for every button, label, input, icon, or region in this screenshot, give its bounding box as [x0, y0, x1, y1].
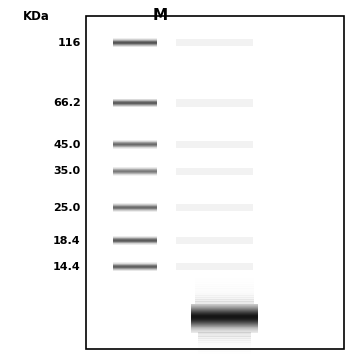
Bar	[191, 324, 258, 325]
Bar	[195, 265, 254, 267]
Bar	[195, 267, 254, 270]
Bar	[195, 291, 254, 293]
Bar	[198, 345, 251, 347]
Text: 18.4: 18.4	[53, 235, 81, 246]
Bar	[195, 297, 254, 300]
Bar	[191, 315, 258, 316]
Bar	[191, 331, 258, 332]
Bar	[191, 311, 258, 312]
Text: 25.0: 25.0	[53, 203, 81, 213]
Text: 45.0: 45.0	[53, 140, 81, 149]
Bar	[191, 323, 258, 324]
Bar	[191, 307, 258, 308]
Bar	[198, 334, 251, 337]
Text: 66.2: 66.2	[53, 98, 81, 108]
Bar	[191, 309, 258, 310]
Bar	[198, 336, 251, 339]
Bar	[191, 316, 258, 317]
Bar	[191, 326, 258, 327]
Text: 14.4: 14.4	[53, 262, 81, 272]
Bar	[191, 322, 258, 323]
Bar	[191, 321, 258, 322]
Text: KDa: KDa	[23, 10, 50, 23]
Bar	[195, 280, 254, 283]
Bar	[176, 263, 253, 270]
Bar	[176, 237, 253, 244]
Bar	[191, 318, 258, 319]
Bar	[198, 351, 251, 354]
Bar	[191, 327, 258, 328]
Bar	[198, 340, 251, 343]
Bar	[195, 271, 254, 274]
Bar	[191, 310, 258, 311]
Bar	[176, 141, 253, 148]
Bar	[176, 39, 253, 46]
Bar	[195, 273, 254, 276]
Bar	[195, 260, 254, 263]
Bar	[198, 338, 251, 341]
Bar	[191, 332, 258, 333]
Bar	[195, 301, 254, 304]
Bar	[191, 314, 258, 315]
Bar	[198, 347, 251, 350]
Bar	[191, 328, 258, 329]
Bar	[191, 320, 258, 321]
Bar	[195, 288, 254, 291]
Bar	[195, 299, 254, 302]
Bar	[198, 342, 251, 345]
Bar	[191, 325, 258, 326]
Bar	[195, 284, 254, 287]
Bar	[191, 308, 258, 309]
Bar	[195, 295, 254, 298]
Bar	[191, 306, 258, 307]
Bar	[195, 278, 254, 280]
Bar	[195, 269, 254, 272]
Bar	[191, 319, 258, 320]
Bar	[195, 293, 254, 296]
Bar	[195, 286, 254, 289]
Bar	[195, 262, 254, 265]
Bar	[191, 313, 258, 314]
Bar	[176, 99, 253, 107]
Bar	[191, 312, 258, 313]
Bar	[191, 329, 258, 330]
Bar	[191, 305, 258, 306]
Bar	[195, 275, 254, 278]
Bar	[198, 349, 251, 352]
Bar	[191, 304, 258, 305]
Text: M: M	[152, 8, 167, 23]
Text: 116: 116	[57, 38, 81, 48]
Bar	[191, 330, 258, 331]
Bar	[195, 282, 254, 285]
Text: 35.0: 35.0	[54, 166, 81, 176]
Bar	[86, 16, 344, 349]
Bar	[191, 317, 258, 318]
Bar	[198, 332, 251, 334]
Bar	[176, 168, 253, 175]
Bar	[176, 204, 253, 211]
